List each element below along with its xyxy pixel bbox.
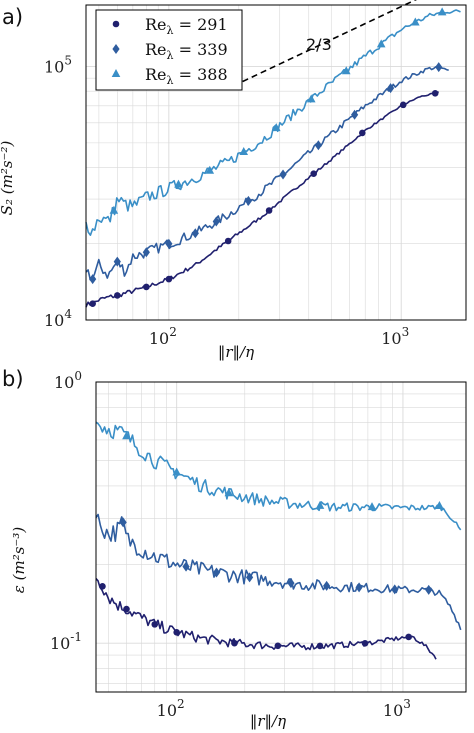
x-tick-label: 103 — [383, 697, 411, 720]
data-marker-circle — [224, 237, 232, 245]
slope-label: 2/3 — [306, 35, 332, 54]
series-line-Re388 — [95, 421, 462, 531]
x-tick-label: 102 — [157, 697, 185, 720]
data-marker-diamond — [323, 580, 331, 591]
data-marker-circle — [173, 629, 180, 636]
data-marker-triangle — [205, 165, 215, 174]
series-line-Re339 — [95, 513, 462, 631]
data-marker-circle — [231, 639, 238, 647]
panel-b-frame — [95, 381, 467, 693]
panel-b-grid — [96, 382, 466, 692]
data-marker-circle — [361, 640, 369, 647]
data-marker-circle — [89, 300, 96, 307]
series-line-Re291 — [95, 577, 437, 660]
panel-a-markers — [89, 7, 447, 307]
x-tick-label: 102 — [149, 325, 177, 348]
panel-a-x-axis-label: ‖r‖/η — [218, 343, 254, 361]
legend-marker-diamond — [112, 44, 120, 54]
data-marker-triangle — [315, 500, 325, 509]
legend-entry-label: Reλ = 388 — [145, 65, 228, 87]
data-marker-diamond — [191, 228, 199, 239]
data-marker-circle — [405, 633, 412, 641]
panel-b-x-axis-label: ‖r‖/η — [250, 712, 286, 730]
data-marker-diamond — [425, 584, 433, 595]
data-marker-circle — [399, 101, 407, 109]
panel-a-tick-labels: 102 103 104 105 — [44, 54, 409, 348]
slope-annotation: 2/3 — [233, 0, 418, 87]
data-marker-diamond — [350, 109, 359, 120]
data-marker-triangle — [122, 431, 131, 440]
data-marker-triangle — [367, 502, 377, 511]
data-marker-diamond — [113, 256, 121, 267]
series-line-Re388 — [85, 9, 461, 236]
data-marker-triangle — [306, 94, 316, 103]
panel-a-y-axis-label: S̃₂ (m²s⁻²) — [0, 141, 16, 216]
data-marker-triangle — [239, 147, 249, 156]
data-marker-circle — [310, 170, 317, 178]
data-marker-triangle — [174, 179, 183, 188]
data-marker-diamond — [287, 578, 295, 589]
data-marker-circle — [265, 207, 273, 214]
panel-a-frame — [85, 4, 467, 321]
data-marker-diamond — [355, 582, 363, 593]
data-marker-diamond — [386, 83, 395, 94]
data-marker-circle — [274, 642, 282, 650]
legend-entry-label: Reλ = 339 — [145, 40, 228, 62]
data-marker-diamond — [391, 584, 399, 595]
data-marker-triangle — [172, 467, 181, 476]
data-marker-circle — [143, 283, 150, 291]
data-marker-circle — [165, 275, 173, 283]
y-tick-label: 104 — [44, 307, 72, 330]
panel-b-plot: 102 103 10-1 100 ‖r‖/η ε (m²s⁻³) — [10, 369, 467, 730]
data-marker-circle — [99, 583, 106, 590]
panel-b-y-axis-label: ε (m²s⁻³) — [10, 527, 28, 594]
panel-b-markers — [99, 431, 444, 650]
data-marker-diamond — [142, 247, 150, 258]
data-marker-diamond — [212, 216, 220, 227]
data-marker-triangle — [435, 501, 444, 510]
data-marker-diamond — [212, 567, 221, 578]
data-marker-diamond — [165, 238, 173, 249]
panel-b-series — [95, 421, 462, 660]
data-marker-triangle — [109, 205, 119, 214]
data-marker-triangle — [272, 123, 281, 132]
data-marker-diamond — [89, 274, 97, 285]
data-marker-diamond — [314, 140, 322, 151]
data-marker-diamond — [244, 195, 253, 206]
y-tick-label: 100 — [54, 369, 82, 392]
data-marker-triangle — [341, 66, 351, 75]
y-tick-label: 10-1 — [50, 630, 82, 653]
series-line-Re339 — [85, 64, 449, 281]
legend-box — [95, 9, 243, 91]
legend-marker-circle — [112, 20, 120, 28]
data-marker-diamond — [279, 169, 287, 180]
data-marker-circle — [359, 129, 366, 137]
panel-label-b: b) — [2, 367, 24, 391]
data-marker-circle — [431, 90, 439, 97]
data-marker-diamond — [435, 62, 443, 73]
panel-b-tick-labels: 102 103 10-1 100 — [50, 369, 411, 720]
data-marker-diamond — [119, 517, 127, 528]
data-marker-diamond — [245, 572, 254, 583]
legend-entry-label: Reλ = 291 — [145, 15, 228, 37]
x-tick-label: 103 — [381, 325, 409, 348]
panel-label-a: a) — [2, 5, 23, 29]
data-marker-circle — [114, 292, 121, 299]
legend-marker-triangle — [111, 69, 121, 77]
data-marker-circle — [151, 621, 159, 628]
data-marker-triangle — [411, 17, 420, 26]
legend: Reλ = 291 Reλ = 339 Reλ = 388 — [95, 9, 243, 91]
data-marker-triangle — [376, 39, 386, 48]
slope-reference-line — [233, 0, 418, 87]
data-marker-triangle — [224, 488, 234, 497]
data-marker-diamond — [182, 561, 190, 572]
y-tick-label: 105 — [44, 54, 72, 77]
data-marker-circle — [123, 605, 130, 613]
data-marker-circle — [316, 642, 324, 650]
data-marker-triangle — [437, 7, 447, 16]
